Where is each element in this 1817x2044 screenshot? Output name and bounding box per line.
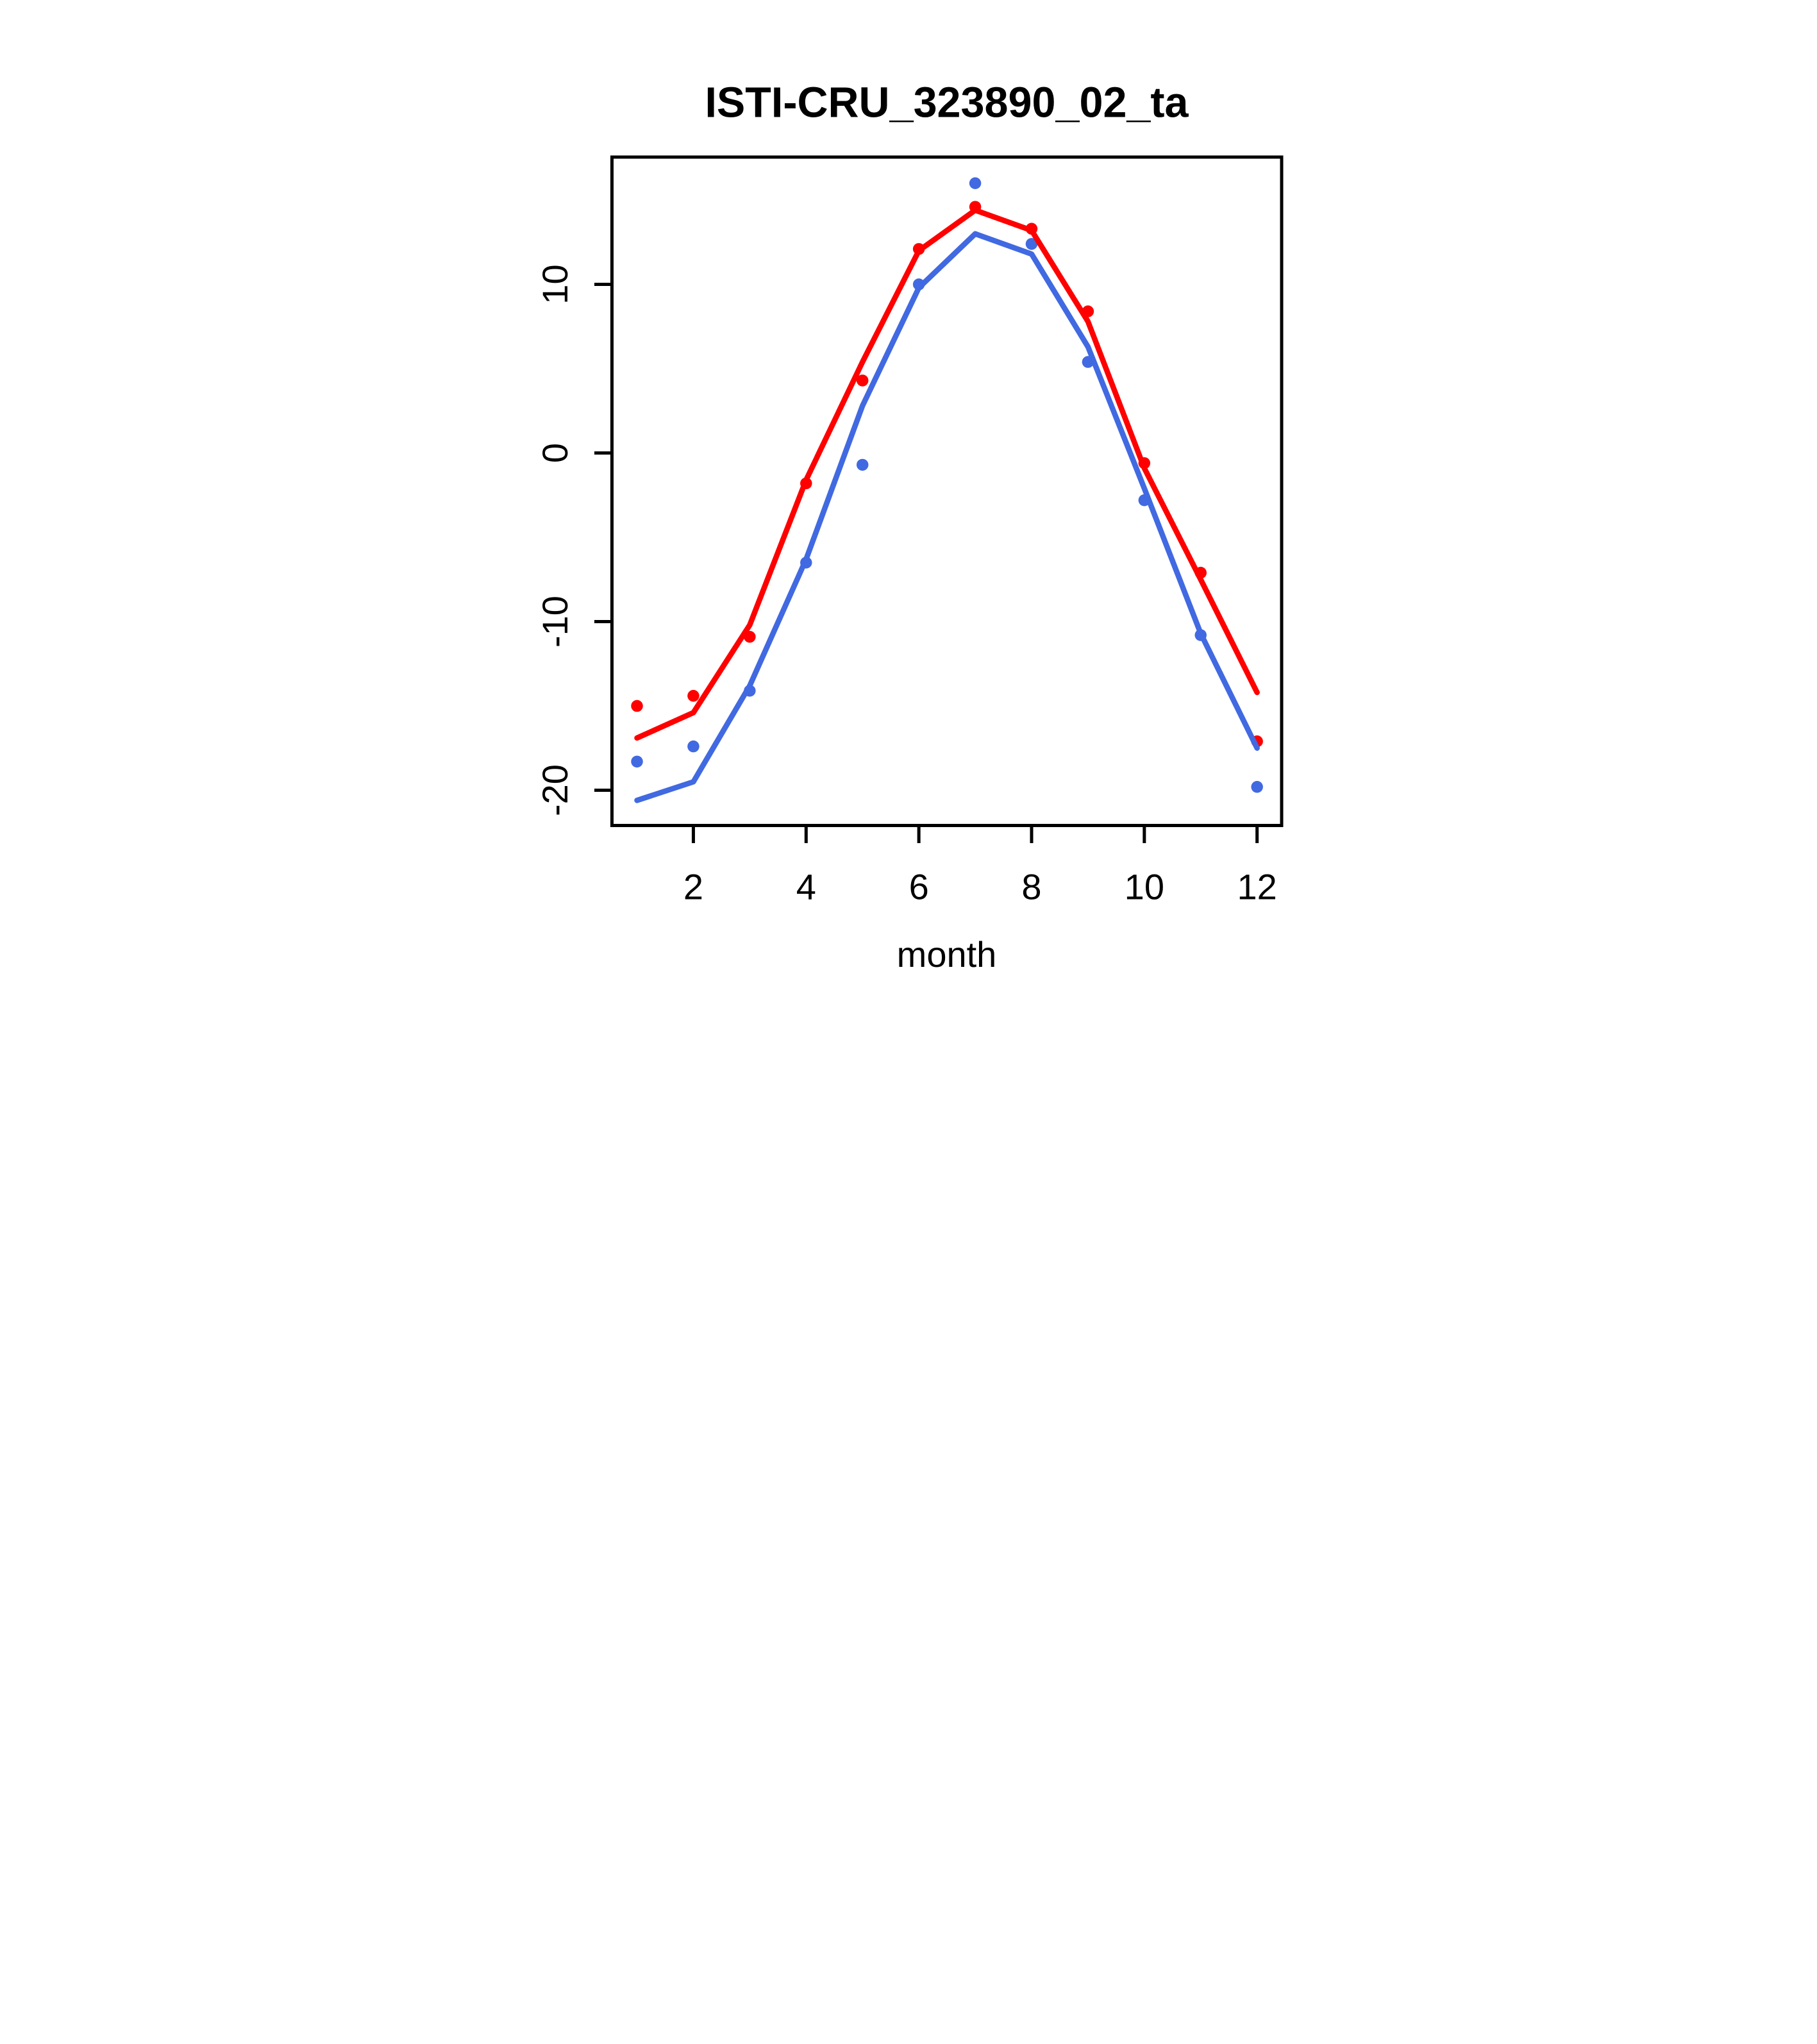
blue-points-dot — [630, 755, 643, 768]
x-tick-label: 10 — [1124, 867, 1164, 907]
plot-border — [610, 155, 1283, 827]
y-tick-label: -20 — [535, 764, 575, 816]
figure-background — [454, 0, 1363, 1022]
y-tick-label: 0 — [535, 443, 575, 463]
data-series — [630, 177, 1263, 803]
blue-line — [633, 231, 1260, 803]
chart-canvas: ISTI-CRU_323890_02_ta 2 4 6 8 10 12100-10-20 … — [454, 0, 1363, 1022]
x-tick-label: 8 — [1021, 867, 1041, 907]
red-line — [633, 207, 1260, 741]
blue-points-dot — [856, 458, 868, 471]
figure-window: ISTI-CRU_323890_02_ta 2 4 6 8 10 12 10 0 -10 -20 … — [454, 0, 1363, 1022]
x-tick-label: 4 — [796, 867, 816, 907]
y-tick-label: 10 — [535, 264, 575, 304]
blue-points-dot — [1025, 238, 1037, 250]
y-tick-label: -10 — [535, 596, 575, 648]
x-axis-label: month — [896, 934, 996, 975]
blue-points-dot — [1250, 781, 1263, 793]
blue-points-dot — [687, 740, 699, 753]
red-points-dot — [630, 699, 643, 712]
x-tick-label: 12 — [1237, 867, 1277, 907]
red-points-dot — [856, 374, 868, 387]
red-points-dot — [687, 690, 699, 702]
axis-ticks: 2 4 6 8 10 12 10 0 -10 -20 — [535, 264, 1277, 907]
x-tick-label: 6 — [908, 867, 928, 907]
blue-points-dot — [969, 177, 981, 190]
chart-title: ISTI-CRU_323890_02_ta — [705, 80, 1189, 127]
x-tick-label: 2 — [683, 867, 703, 907]
